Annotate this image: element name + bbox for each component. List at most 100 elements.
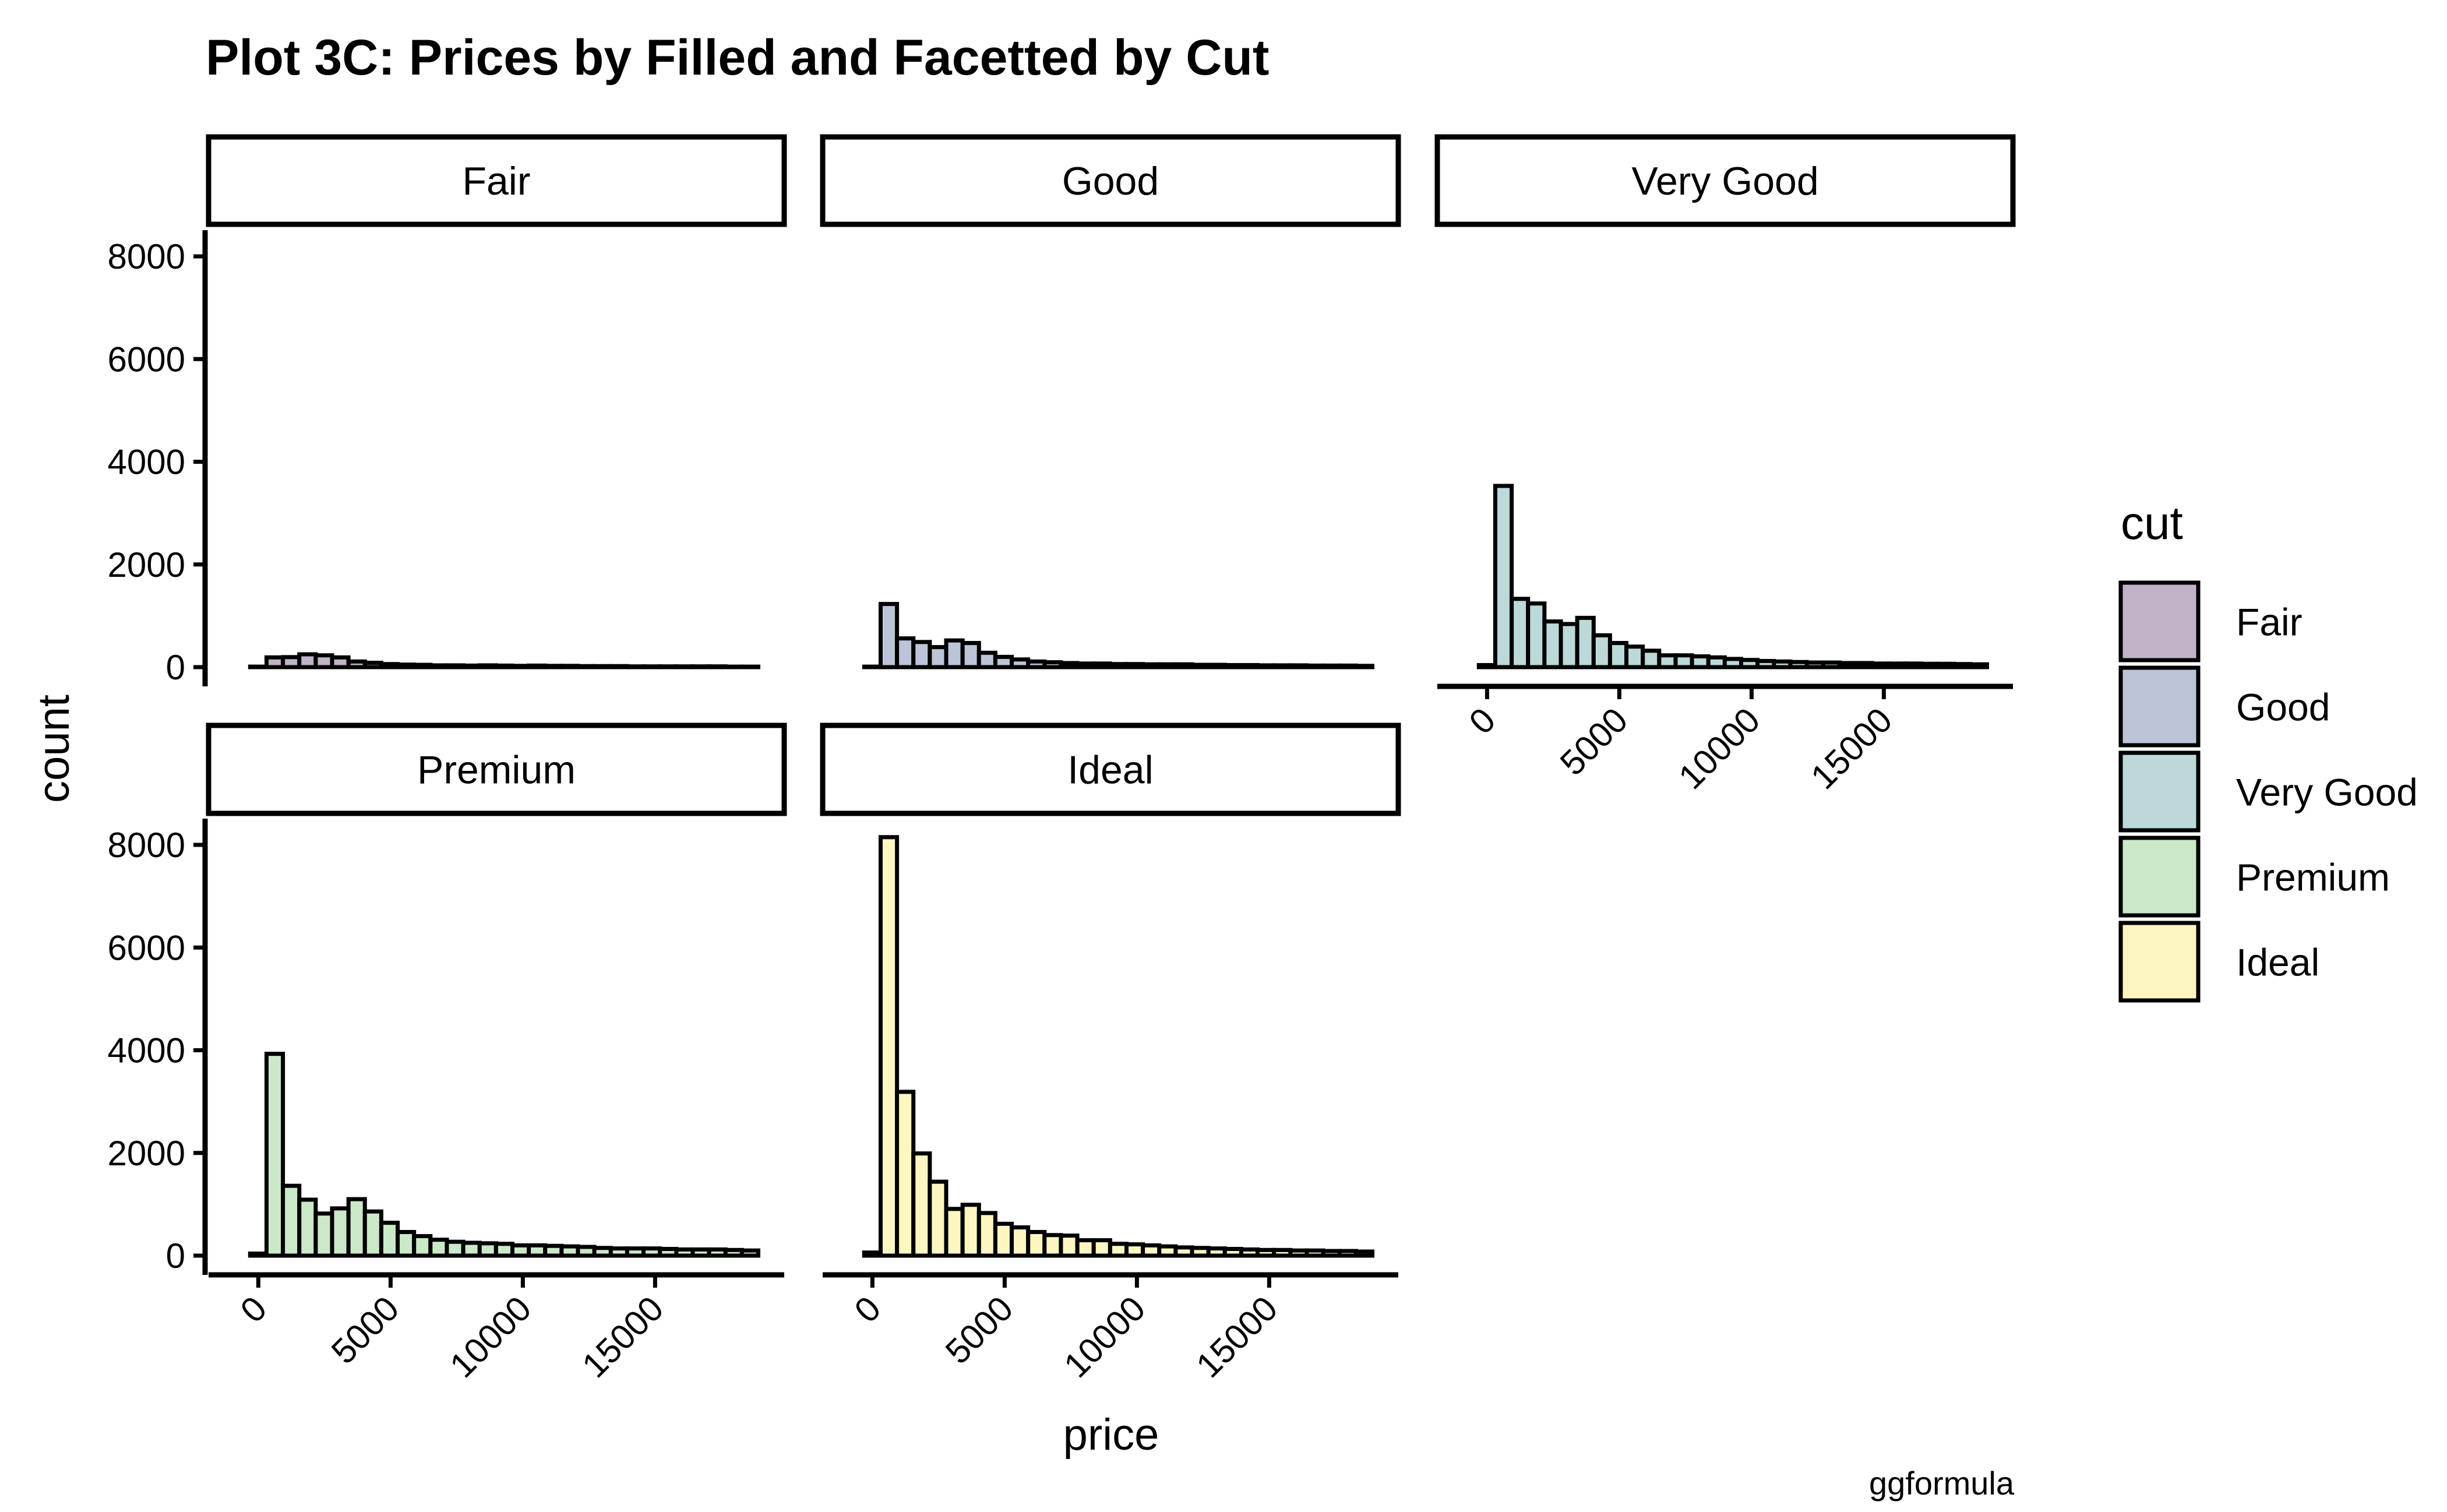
histogram-bar bbox=[1124, 1242, 1145, 1258]
legend-label: Fair bbox=[2236, 601, 2303, 644]
histogram-bar bbox=[1108, 662, 1129, 669]
histogram-bar bbox=[543, 1243, 564, 1258]
histogram-bar bbox=[1206, 1246, 1227, 1258]
histogram-bar bbox=[1690, 654, 1711, 669]
histogram-bar bbox=[1108, 1242, 1129, 1258]
histogram-bar bbox=[1591, 633, 1612, 669]
histogram-bar bbox=[461, 1240, 482, 1258]
chart-title: Plot 3C: Prices by Filled and Facetted b… bbox=[206, 30, 1269, 86]
histogram-bar bbox=[1804, 660, 1825, 669]
histogram-bar bbox=[993, 1221, 1014, 1258]
facet-strip bbox=[1434, 134, 2016, 227]
histogram-bar bbox=[493, 663, 514, 669]
x-axis-title: price bbox=[1063, 1410, 1159, 1460]
histogram-bar bbox=[1870, 661, 1891, 669]
legend-label: Good bbox=[2236, 686, 2330, 729]
histogram-bar bbox=[1091, 661, 1112, 669]
legend-key bbox=[2118, 921, 2201, 1003]
histogram-bar bbox=[723, 1247, 744, 1258]
y-tick-label: 8000 bbox=[108, 237, 185, 276]
histogram-bar bbox=[1124, 662, 1145, 669]
histogram-bar bbox=[1657, 653, 1678, 669]
histogram-bar bbox=[895, 1090, 916, 1258]
histogram-bar bbox=[1010, 1225, 1031, 1258]
histogram-bar bbox=[1510, 597, 1531, 669]
histogram-bar bbox=[1288, 663, 1309, 669]
histogram-bar bbox=[527, 663, 548, 669]
legend: cut Fair Good Very Good Premium Ideal bbox=[2118, 497, 2418, 1003]
histogram-bar bbox=[1853, 661, 1875, 669]
histogram-bar bbox=[428, 1238, 449, 1258]
histogram-bar bbox=[1222, 662, 1243, 669]
histogram-bar bbox=[1256, 663, 1277, 669]
facet-strip-label: Premium bbox=[417, 748, 576, 792]
histogram-bar bbox=[1288, 1248, 1309, 1258]
histogram-bar bbox=[1272, 663, 1293, 669]
histogram-bar bbox=[1256, 1247, 1277, 1258]
facet-strip-label: Good bbox=[1062, 159, 1159, 203]
x-tick-label: 10000 bbox=[1671, 700, 1767, 796]
x-tick-label: 0 bbox=[233, 1289, 274, 1330]
histogram-bar bbox=[608, 664, 629, 669]
histogram-bar bbox=[928, 645, 949, 669]
histogram-bar bbox=[1575, 615, 1596, 669]
histogram-bar bbox=[1722, 657, 1743, 669]
y-tick-label: 4000 bbox=[108, 443, 185, 482]
histogram-bar bbox=[1337, 1249, 1358, 1258]
histogram-bar bbox=[1559, 622, 1579, 669]
histogram-bar bbox=[477, 1241, 498, 1258]
histogram-bar bbox=[362, 1209, 383, 1258]
histogram-bar bbox=[412, 662, 433, 669]
facet-fair: Fair 0 2000 4000 6000 8000 bbox=[108, 134, 787, 687]
y-tick-label: 0 bbox=[166, 1236, 185, 1275]
facet-strip-label: Fair bbox=[462, 159, 530, 203]
facet-premium: Premium 0 2000 4000 6000 8000 0 5000 10000 15000 bbox=[108, 722, 787, 1385]
y-tick-label: 6000 bbox=[108, 340, 185, 379]
histogram-bar bbox=[313, 1211, 334, 1258]
histogram-bar bbox=[527, 1243, 548, 1258]
histogram-bar bbox=[1075, 1238, 1096, 1258]
histogram-bar bbox=[281, 655, 302, 669]
histogram-bar bbox=[976, 650, 997, 669]
histogram-bar bbox=[1190, 662, 1211, 669]
legend-key bbox=[2118, 580, 2201, 662]
histogram-bar bbox=[592, 664, 613, 669]
histogram-bar bbox=[297, 652, 318, 669]
histogram-bar bbox=[1141, 662, 1162, 669]
histogram-bar bbox=[1903, 661, 1924, 669]
histogram-bar bbox=[1542, 619, 1563, 669]
histogram-bar bbox=[1526, 601, 1547, 669]
histogram-bar bbox=[576, 1245, 597, 1258]
histogram-bar bbox=[362, 661, 383, 669]
histogram-bar bbox=[608, 1246, 629, 1258]
histogram-bar bbox=[510, 664, 531, 669]
histogram-bar bbox=[379, 1221, 400, 1258]
histogram-bar bbox=[1091, 1238, 1112, 1258]
histogram-bar bbox=[878, 835, 900, 1258]
y-tick-label: 8000 bbox=[108, 826, 185, 865]
facet-strip bbox=[820, 722, 1401, 816]
histogram-bar bbox=[1935, 661, 1956, 669]
histogram-bar bbox=[1821, 660, 1842, 669]
histogram-bar bbox=[1222, 1247, 1243, 1258]
legend-key bbox=[2118, 665, 2201, 748]
histogram-bar bbox=[1157, 1244, 1178, 1258]
facet-strip-label: Ideal bbox=[1067, 748, 1153, 792]
histogram-bar bbox=[1141, 1243, 1162, 1258]
x-tick-label: 5000 bbox=[324, 1289, 407, 1372]
histogram-bar bbox=[1772, 659, 1793, 669]
x-tick-label: 15000 bbox=[1803, 700, 1899, 796]
histogram-bar bbox=[248, 1251, 269, 1258]
y-tick-label: 0 bbox=[166, 648, 185, 687]
histogram-bar bbox=[1304, 663, 1325, 669]
histogram-bar bbox=[592, 1246, 613, 1258]
histogram-bar bbox=[1968, 662, 1990, 669]
histogram-bar bbox=[1059, 1233, 1080, 1258]
histogram-bar bbox=[1624, 644, 1645, 669]
histogram-bar bbox=[313, 653, 334, 669]
histogram-bar bbox=[1042, 660, 1063, 669]
histogram-bar bbox=[641, 1246, 662, 1258]
histogram-bar bbox=[944, 1207, 965, 1258]
histogram-bar bbox=[895, 636, 916, 669]
histogram-bar bbox=[1010, 657, 1031, 669]
